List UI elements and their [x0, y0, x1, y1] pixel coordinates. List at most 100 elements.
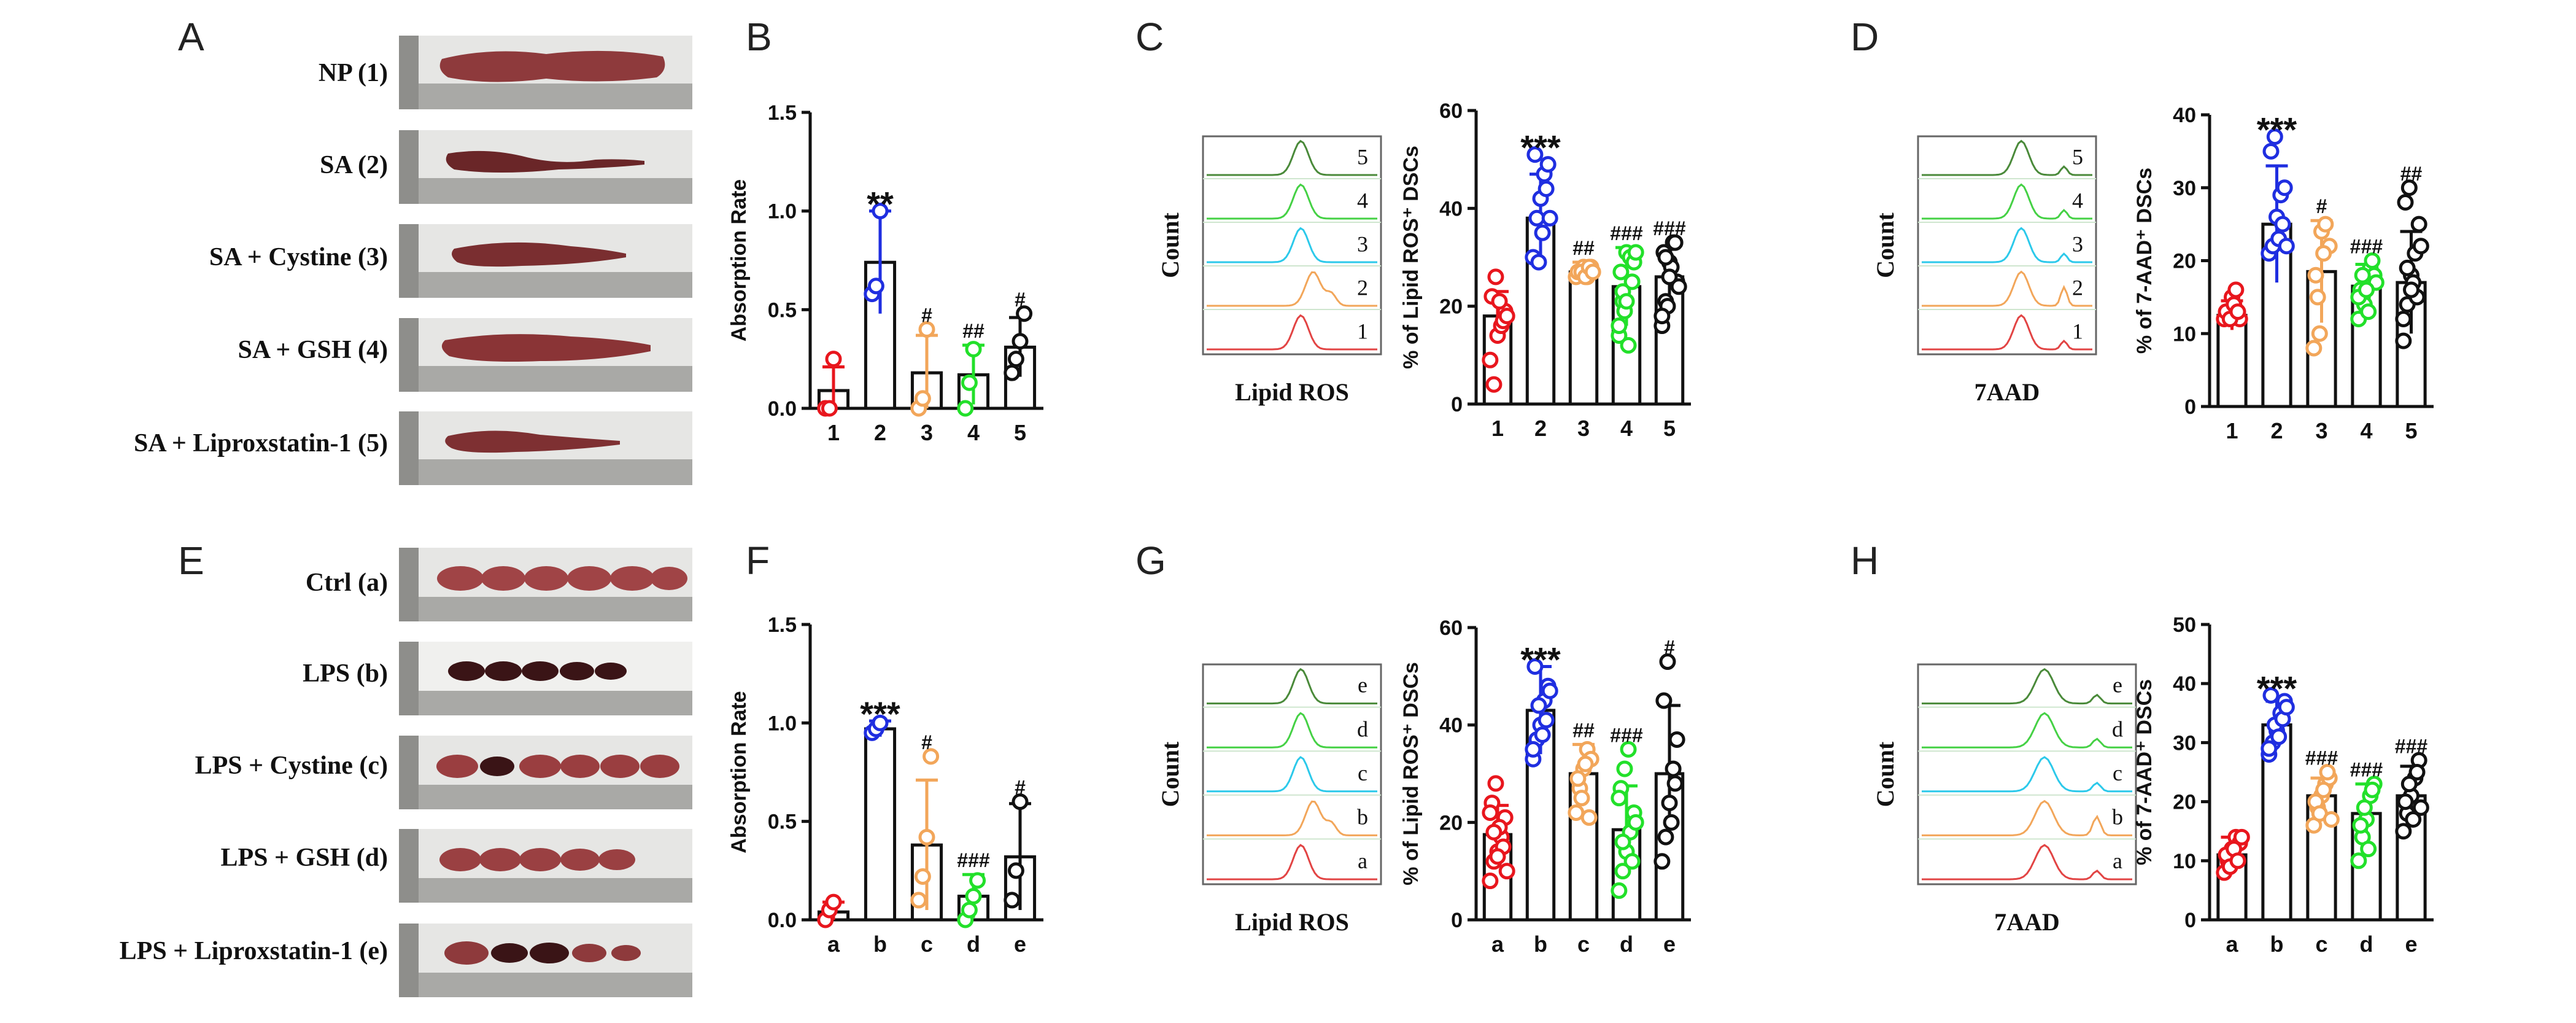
y-axis-label: Absorption Rate: [727, 691, 751, 853]
data-point: [2323, 811, 2340, 828]
data-point: [2410, 216, 2427, 233]
panel-letter-e: E: [178, 539, 204, 583]
panel-letter: C: [1135, 15, 1164, 59]
photo-panel-e: [399, 548, 692, 997]
significance-label: ***: [1520, 128, 1561, 167]
x-tick-label: 4: [967, 420, 980, 445]
histogram-trace: [1922, 712, 2132, 749]
data-point: [1663, 814, 1680, 831]
data-point: [2274, 216, 2291, 233]
data-point: [1665, 760, 1682, 777]
data-point: [1530, 697, 1547, 714]
significance-label: ###: [2305, 747, 2338, 769]
data-point: [2403, 281, 2419, 298]
data-point: [1661, 795, 1678, 812]
y-tick-label: 1.5: [768, 101, 797, 125]
data-point: [1541, 209, 1558, 227]
data-point: [1485, 376, 1503, 393]
y-tick-label: 10: [2173, 850, 2196, 873]
y-tick-label: 1.0: [768, 200, 797, 224]
y-tick-label: 0: [2184, 395, 2196, 419]
data-point: [1614, 833, 1631, 850]
data-point: [2395, 311, 2412, 327]
data-point: [1485, 823, 1503, 841]
data-point: [1577, 755, 1594, 772]
x-tick-label: 2: [1534, 416, 1547, 441]
histogram-x-label: 7AAD: [1994, 908, 2060, 936]
panel-letter: D: [1851, 15, 1879, 59]
x-tick-label: c: [1577, 932, 1590, 957]
histogram-track-label: 5: [2072, 144, 2083, 169]
data-point: [1011, 793, 1029, 811]
y-tick-label: 1.5: [768, 613, 797, 637]
data-point: [2354, 266, 2371, 284]
data-point: [2395, 332, 2412, 349]
x-tick-label: b: [2270, 932, 2284, 957]
data-point: [1530, 254, 1547, 271]
data-point: [918, 828, 935, 846]
data-point: [1614, 863, 1631, 880]
data-point: [910, 892, 927, 909]
data-point: [2262, 142, 2280, 160]
histogram-track-label: d: [2112, 717, 2123, 741]
histogram-y-label: Count: [1871, 212, 1899, 278]
x-tick-label: 1: [1491, 416, 1504, 441]
data-point: [1489, 848, 1506, 865]
data-point: [1654, 308, 1671, 325]
histogram-trace: [1922, 227, 2092, 263]
data-point: [2358, 281, 2375, 298]
histogram-x-label: 7AAD: [1975, 378, 2040, 406]
histogram-track-label: a: [2113, 849, 2122, 873]
significance-label: **: [867, 185, 894, 224]
significance-label: #: [2316, 195, 2327, 217]
histogram-trace: [1207, 139, 1377, 176]
histogram-track-label: 2: [2072, 275, 2083, 300]
data-point: [1616, 760, 1633, 777]
panel-letter: F: [746, 539, 770, 583]
group-label: LPS + Cystine (c): [195, 752, 388, 780]
histogram-trace: [1922, 139, 2092, 176]
data-point: [2408, 764, 2426, 780]
data-point: [2399, 259, 2416, 276]
data-point: [1668, 731, 1685, 748]
data-point: [2315, 781, 2332, 798]
data-point: [1612, 263, 1630, 281]
data-point: [2315, 245, 2332, 262]
y-axis-label: % of 7-AAD⁺ DSCs: [2133, 168, 2156, 354]
data-point: [2395, 823, 2412, 840]
data-point: [1620, 741, 1637, 758]
histogram-track-label: 4: [2072, 188, 2083, 212]
histogram-trace: [1207, 227, 1377, 263]
histogram-trace: [1922, 183, 2092, 220]
photo-labels-a: NP (1) SA (2) SA + Cystine (3) SA + GSH …: [134, 59, 388, 457]
data-point: [965, 341, 982, 358]
data-point: [1611, 317, 1628, 335]
y-tick-label: 40: [1439, 197, 1463, 220]
data-point: [1623, 853, 1641, 870]
bar-chart-g: 0 20 40 60 % of Lipid ROS⁺ DSCs a b *** c ## d ### e…: [1399, 617, 1691, 957]
histogram-trace: [1922, 844, 2132, 881]
group-label: SA + Liproxstatin-1 (5): [134, 429, 388, 457]
data-point: [1627, 244, 1644, 261]
data-point: [2261, 740, 2278, 757]
data-point: [1528, 209, 1545, 227]
y-tick-label: 60: [1439, 617, 1463, 640]
data-point: [872, 714, 889, 731]
histogram-track-label: e: [1358, 673, 1367, 698]
significance-label: ***: [2257, 111, 2297, 149]
histogram-y-label: Count: [1156, 741, 1184, 807]
y-axis-label: % of Lipid ROS⁺ DSCs: [1399, 146, 1423, 369]
y-tick-label: 1.0: [768, 712, 797, 735]
data-point: [2397, 194, 2414, 211]
significance-label: #: [921, 304, 932, 326]
histogram-trace: [1207, 844, 1377, 881]
data-point: [1569, 770, 1587, 787]
panel-letter-a: A: [178, 15, 204, 59]
histogram-trace: [1922, 756, 2132, 793]
photo-panel-a: [399, 36, 692, 485]
data-point: [2352, 817, 2369, 834]
x-tick-label: a: [2226, 932, 2238, 957]
data-point: [914, 390, 931, 407]
x-tick-label: 5: [2405, 418, 2417, 443]
histogram-trace: [1207, 667, 1377, 705]
